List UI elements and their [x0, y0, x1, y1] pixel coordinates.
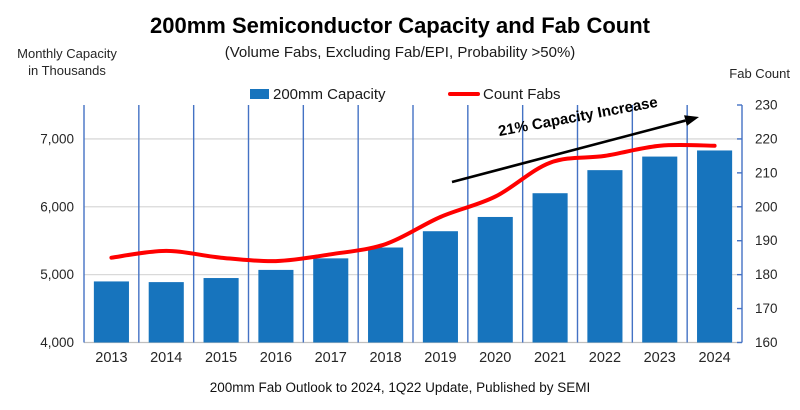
chart-title: 200mm Semiconductor Capacity and Fab Cou…	[150, 13, 650, 38]
bar-2014	[148, 282, 184, 343]
left-axis-tick-label: 5,000	[40, 267, 74, 282]
x-axis-label-2022: 2022	[589, 350, 621, 366]
x-axis-label-2019: 2019	[424, 350, 456, 366]
legend-item-capacity: 200mm Capacity	[250, 85, 386, 103]
right-axis-tick-label: 220	[755, 131, 778, 146]
left-axis-title-line1: Monthly Capacity	[17, 46, 117, 61]
x-axis-label-2016: 2016	[260, 350, 292, 366]
bar-2017	[313, 258, 349, 343]
count-fabs-legend-swatch-icon	[448, 92, 480, 96]
x-axis-label-2024: 2024	[698, 350, 730, 366]
x-axis-label-2017: 2017	[315, 350, 347, 366]
bar-2023	[642, 156, 678, 343]
left-axis-title: Monthly Capacity in Thousands	[8, 46, 126, 80]
bar-2015	[203, 278, 239, 343]
right-axis-tick-label: 190	[755, 233, 778, 248]
left-axis-title-line2: in Thousands	[28, 62, 106, 78]
annotation-arrow-head-icon	[684, 115, 699, 126]
right-axis-title: Fab Count	[729, 66, 790, 81]
right-axis-tick-label: 180	[755, 267, 778, 282]
x-axis-label-2014: 2014	[150, 350, 182, 366]
x-axis-label-2020: 2020	[479, 350, 511, 366]
right-axis-tick-label: 210	[755, 165, 778, 180]
right-axis-tick-label: 170	[755, 301, 778, 316]
right-axis-tick-label: 160	[755, 335, 778, 350]
legend-capacity-label: 200mm Capacity	[273, 85, 386, 103]
right-axis-tick-label: 230	[755, 98, 778, 113]
bar-2022	[587, 170, 623, 343]
x-axis-label-2023: 2023	[644, 350, 676, 366]
left-axis-tick-label: 6,000	[40, 199, 74, 214]
bar-2016	[258, 269, 294, 343]
legend-count-fabs-label: Count Fabs	[483, 85, 561, 103]
x-axis-label-2021: 2021	[534, 350, 566, 366]
x-axis-label-2018: 2018	[369, 350, 401, 366]
left-axis-tick-label: 7,000	[40, 131, 74, 146]
x-axis-label-2015: 2015	[205, 350, 237, 366]
bar-2020	[477, 216, 513, 343]
bar-2013	[93, 281, 129, 343]
chart-subtitle: (Volume Fabs, Excluding Fab/EPI, Probabi…	[224, 44, 576, 61]
source-caption: 200mm Fab Outlook to 2024, 1Q22 Update, …	[209, 380, 591, 395]
bar-2018	[368, 247, 404, 343]
annotation-arrow-shaft	[451, 119, 686, 184]
bar-2024	[697, 150, 733, 343]
capacity-legend-swatch-icon	[250, 89, 269, 99]
right-axis-tick-label: 200	[755, 199, 778, 214]
legend-item-count-fabs: Count Fabs	[448, 85, 561, 103]
bar-2021	[532, 193, 568, 343]
x-axis-label-2013: 2013	[95, 350, 127, 366]
bar-2019	[422, 231, 458, 343]
count-fabs-line	[109, 142, 717, 264]
left-axis-tick-label: 4,000	[40, 335, 74, 350]
